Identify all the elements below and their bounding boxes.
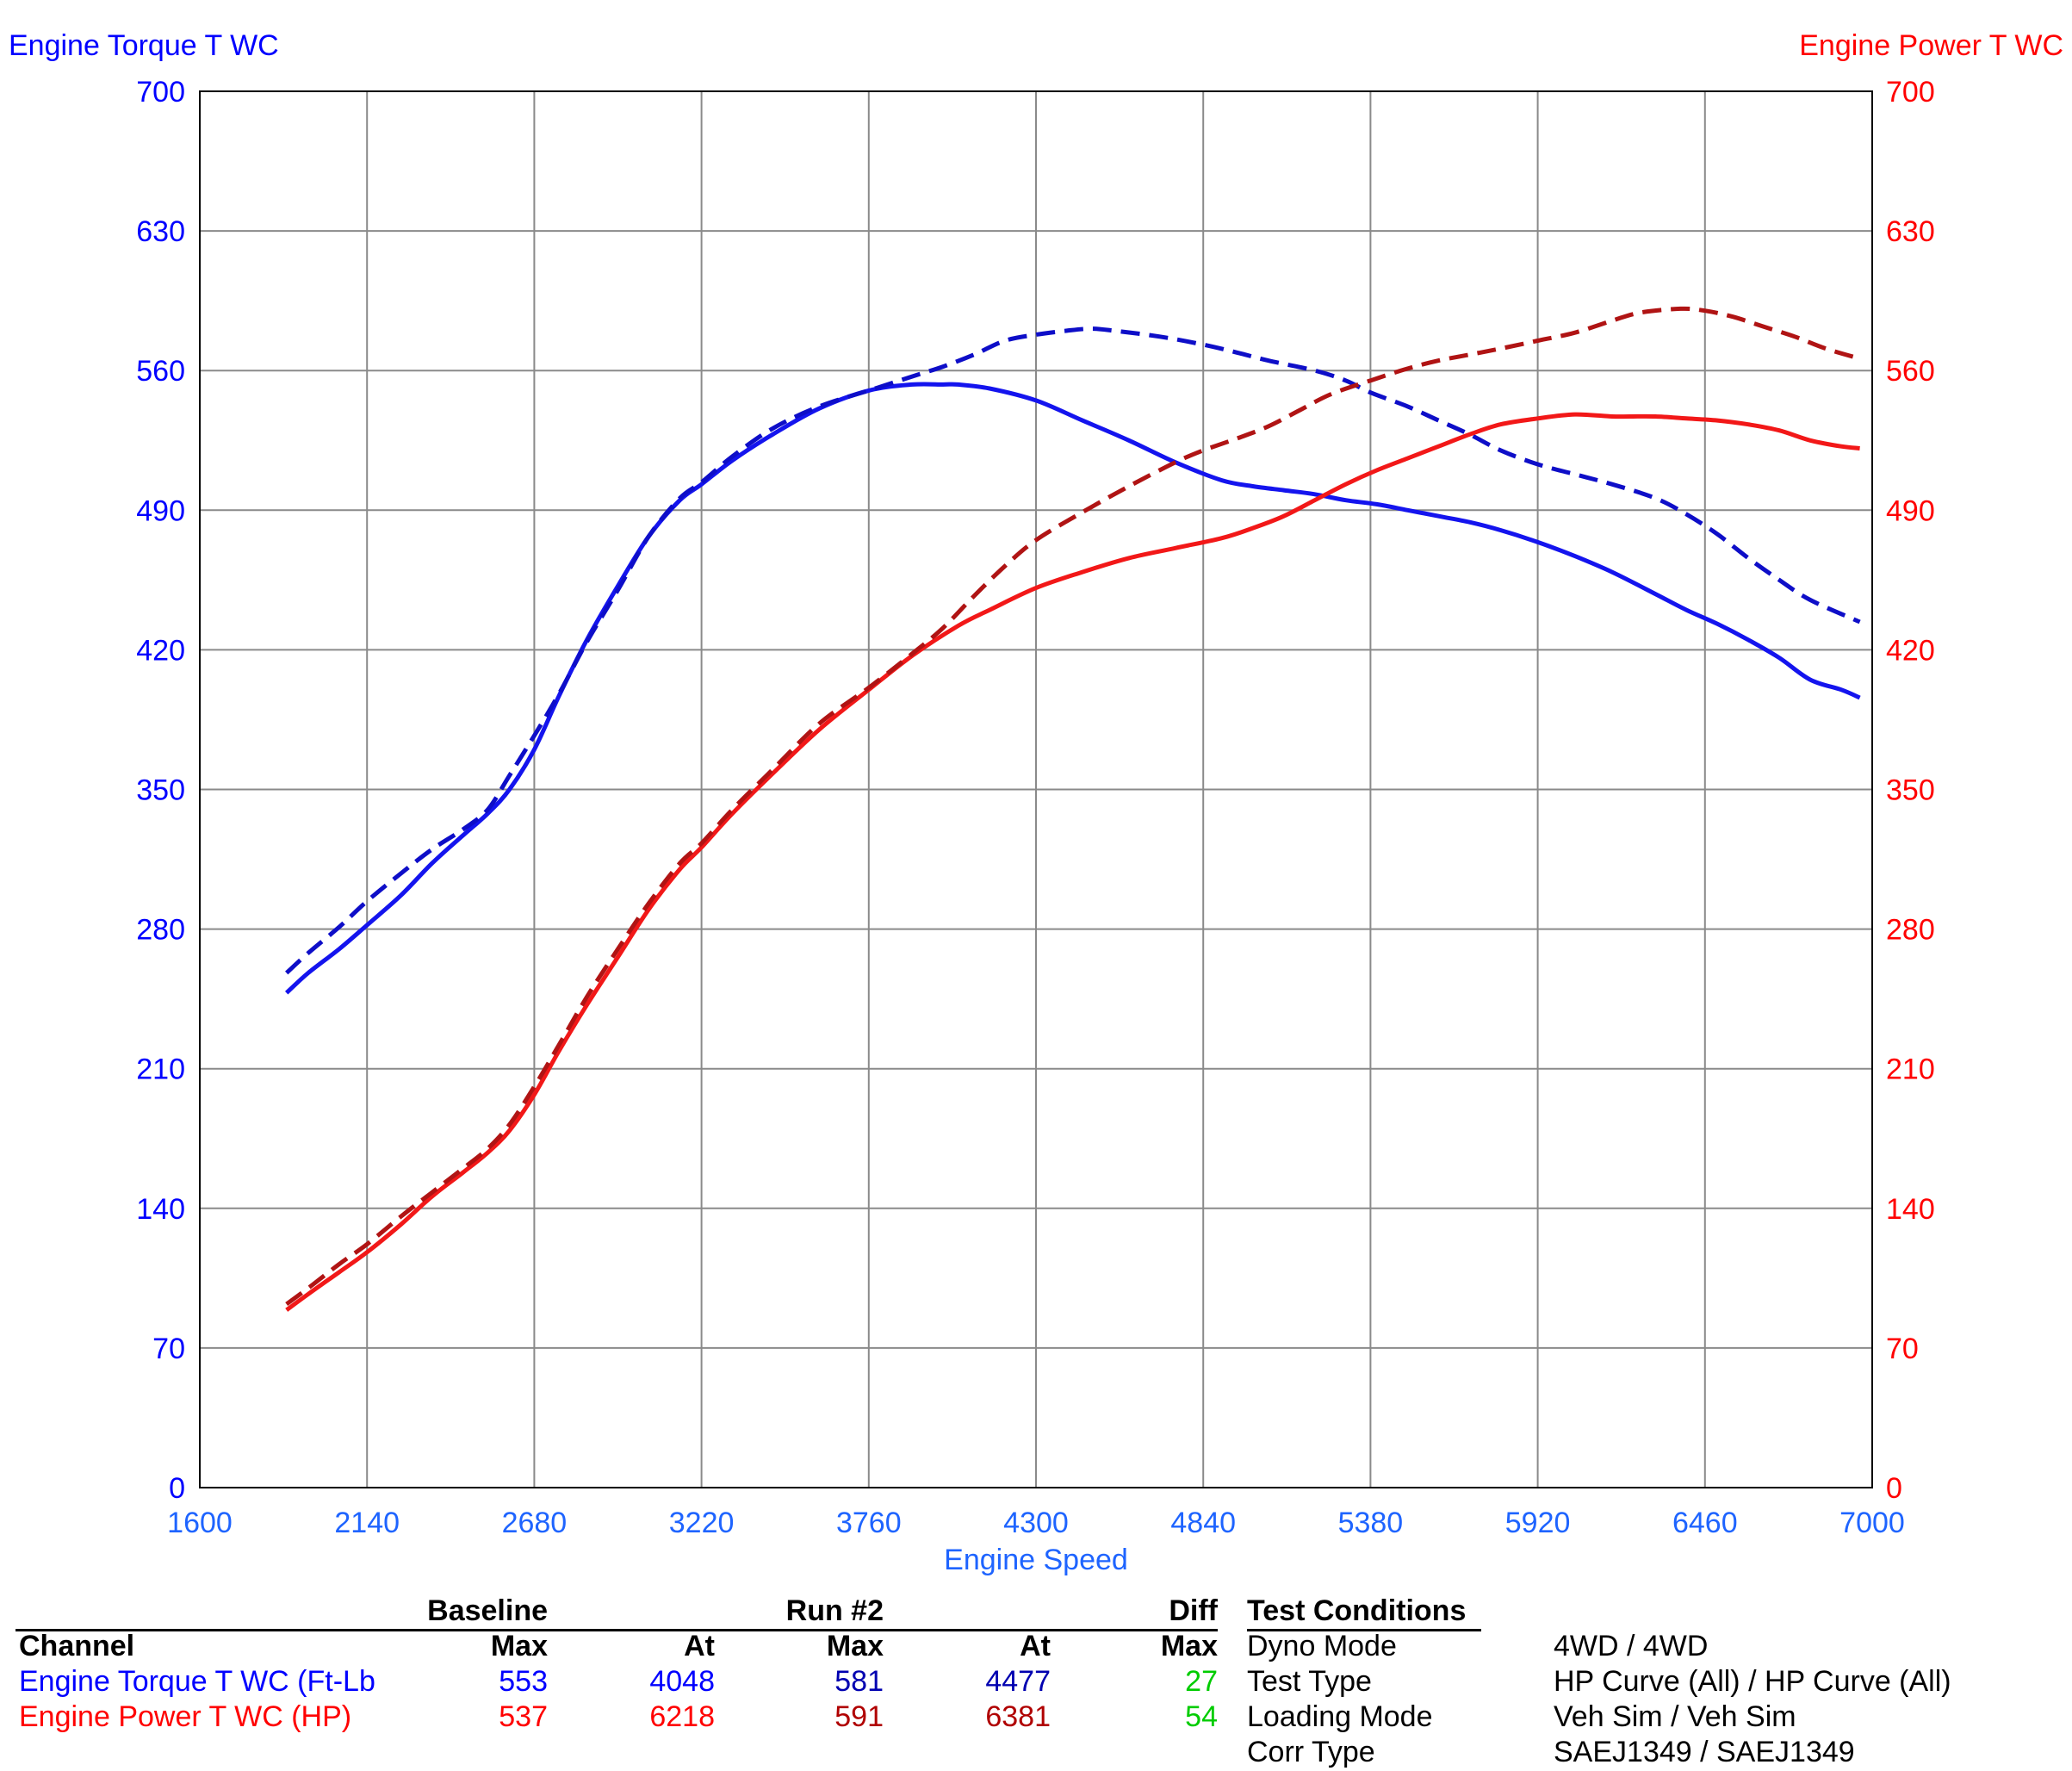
- y-right-tick-label: 0: [1886, 1472, 1902, 1505]
- y-right-tick-label: 140: [1886, 1193, 1935, 1226]
- left-axis-title: Engine Torque T WC: [9, 29, 279, 62]
- condition-value: 4WD / 4WD: [1554, 1630, 1709, 1662]
- baseline-at-header: At: [684, 1630, 715, 1662]
- x-tick-label: 4300: [1003, 1507, 1069, 1539]
- run2-max-value: 591: [834, 1700, 884, 1733]
- run2-at-value: 6381: [985, 1700, 1051, 1733]
- x-tick-label: 4840: [1170, 1507, 1236, 1539]
- y-left-tick-labels: 0 70 140 210 280 350 420 490 560 630 700: [136, 76, 185, 1505]
- baseline-at-value: 6218: [649, 1700, 715, 1733]
- y-right-tick-label: 560: [1886, 355, 1935, 388]
- run2-header: Run #2: [785, 1594, 884, 1627]
- condition-value: HP Curve (All) / HP Curve (All): [1554, 1665, 1951, 1698]
- y-left-tick-label: 630: [136, 215, 185, 248]
- y-left-tick-label: 420: [136, 634, 185, 667]
- baseline-header: Baseline: [427, 1594, 548, 1627]
- series-line-torque_run2: [285, 326, 1861, 975]
- y-left-tick-label: 0: [169, 1472, 185, 1505]
- series-line-torque_baseline: [284, 382, 1861, 995]
- y-right-tick-label: 700: [1886, 76, 1935, 109]
- x-tick-label: 5380: [1338, 1507, 1404, 1539]
- y-right-tick-label: 490: [1886, 494, 1935, 527]
- x-tick-label: 3220: [669, 1507, 735, 1539]
- baseline-max-header: Max: [490, 1630, 548, 1662]
- x-tick-label: 1600: [167, 1507, 233, 1539]
- diff-value: 27: [1185, 1665, 1218, 1698]
- baseline-max-value: 553: [499, 1665, 548, 1698]
- curves: [284, 306, 1861, 1312]
- x-tick-label: 2680: [502, 1507, 568, 1539]
- series-line-power_run2: [285, 306, 1861, 1307]
- baseline-max-value: 537: [499, 1700, 548, 1733]
- right-axis-title: Engine Power T WC: [1799, 29, 2063, 62]
- x-tick-label: 5920: [1505, 1507, 1571, 1539]
- x-tick-labels: 1600 2140 2680 3220 3760 4300 4840 5380 5920 6460…: [167, 1507, 1905, 1539]
- channel-header: Channel: [19, 1630, 135, 1662]
- plot-frame: [199, 90, 1873, 1488]
- y-left-tick-label: 490: [136, 494, 185, 527]
- series-line-power_baseline: [285, 412, 1860, 1312]
- diff-max-header: Max: [1160, 1630, 1218, 1662]
- run2-at-value: 4477: [985, 1665, 1051, 1698]
- y-left-tick-label: 280: [136, 914, 185, 947]
- y-left-tick-label: 70: [152, 1333, 185, 1365]
- condition-label: Test Type: [1247, 1665, 1372, 1698]
- grid: [200, 91, 1872, 1488]
- run2-max-value: 581: [834, 1665, 884, 1698]
- x-tick-label: 3760: [836, 1507, 902, 1539]
- y-right-tick-label: 630: [1886, 215, 1935, 248]
- channel-name: Engine Torque T WC (Ft-Lb: [19, 1665, 375, 1698]
- condition-value: Veh Sim / Veh Sim: [1554, 1700, 1796, 1733]
- y-left-tick-label: 700: [136, 76, 185, 109]
- run2-max-header: Max: [826, 1630, 884, 1662]
- channel-name: Engine Power T WC (HP): [19, 1700, 352, 1733]
- baseline-at-value: 4048: [649, 1665, 715, 1698]
- x-tick-label: 7000: [1839, 1507, 1905, 1539]
- test-conditions-rule: [1247, 1629, 1481, 1631]
- condition-label: Corr Type: [1247, 1736, 1375, 1768]
- table-header-rule: [16, 1629, 1218, 1631]
- condition-label: Loading Mode: [1247, 1700, 1433, 1733]
- condition-label: Dyno Mode: [1247, 1630, 1397, 1662]
- y-right-tick-label: 280: [1886, 914, 1935, 947]
- y-right-tick-label: 420: [1886, 634, 1935, 667]
- condition-value: SAEJ1349 / SAEJ1349: [1554, 1736, 1855, 1768]
- diff-header: Diff: [1169, 1594, 1218, 1627]
- x-tick-label: 6460: [1672, 1507, 1738, 1539]
- run2-at-header: At: [1020, 1630, 1051, 1662]
- y-left-tick-label: 350: [136, 774, 185, 807]
- y-left-tick-label: 210: [136, 1053, 185, 1086]
- y-right-tick-label: 70: [1886, 1333, 1919, 1365]
- y-left-tick-label: 560: [136, 355, 185, 388]
- x-tick-label: 2140: [334, 1507, 400, 1539]
- y-left-tick-label: 140: [136, 1193, 185, 1226]
- test-conditions-title: Test Conditions: [1247, 1594, 1467, 1627]
- y-right-tick-labels: 0 70 140 210 280 350 420 490 560 630 700: [1886, 76, 1935, 1505]
- y-right-tick-label: 350: [1886, 774, 1935, 807]
- x-axis-title: Engine Speed: [944, 1544, 1128, 1576]
- y-right-tick-label: 210: [1886, 1053, 1935, 1086]
- diff-value: 54: [1185, 1700, 1218, 1733]
